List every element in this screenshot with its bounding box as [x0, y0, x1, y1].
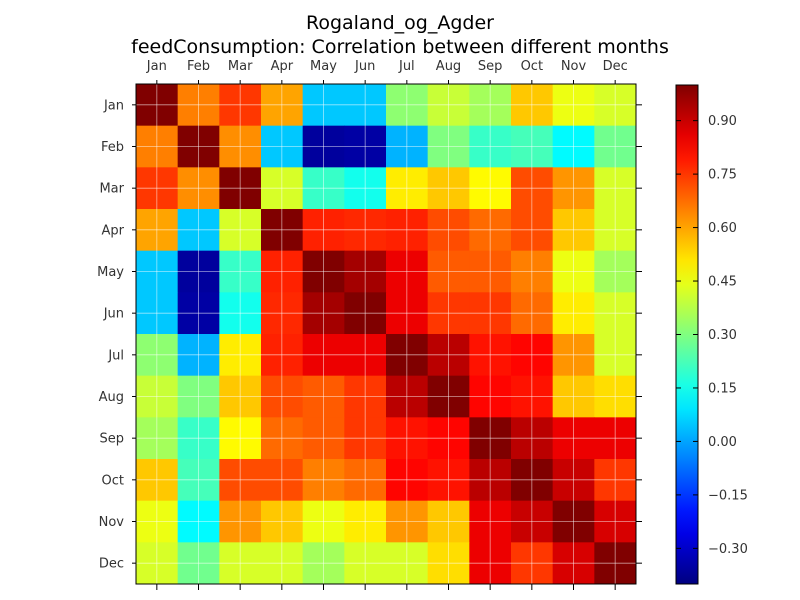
- y-tick-label: Oct: [102, 473, 124, 488]
- colorbar-tick-label: 0.75: [708, 168, 737, 183]
- x-tick-label: Jul: [398, 59, 415, 74]
- x-tick-label: Apr: [271, 59, 294, 74]
- x-tick-label: May: [310, 59, 337, 74]
- plot-frame: [135, 83, 637, 585]
- y-tick-label: Feb: [101, 140, 124, 155]
- colorbar-tick-label: 0.00: [708, 435, 737, 450]
- y-tick-label: Jun: [103, 307, 124, 322]
- y-tick-label: Jul: [107, 348, 124, 363]
- y-tick-label: Nov: [99, 515, 125, 530]
- x-tick-label: Jun: [354, 59, 375, 74]
- grid-lines: [136, 84, 636, 584]
- colorbar-tick-label: 0.90: [708, 114, 737, 129]
- x-tick-label: Jan: [146, 59, 167, 74]
- x-tick-label: Nov: [561, 59, 587, 74]
- x-tick-label: Oct: [521, 59, 543, 74]
- axes: Jan Feb Mar Apr May Jun Jul Aug Sep Oct Nov Dec Jan F…: [97, 59, 642, 590]
- y-tick-label: Jan: [103, 98, 124, 113]
- x-tick-label: Sep: [478, 59, 503, 74]
- x-tick-label: Dec: [603, 59, 628, 74]
- colorbar-tick-label: −0.30: [708, 542, 748, 557]
- colorbar: 0.90 0.75 0.60 0.45 0.30 0.15 0.00 −0.15 −0.30: [675, 84, 748, 585]
- colorbar-tick-label: 0.60: [708, 221, 737, 236]
- y-tick-label: May: [97, 265, 124, 280]
- heatmap-cells: [136, 84, 637, 585]
- colorbar-tick-label: 0.15: [708, 381, 737, 396]
- x-tick-label: Mar: [228, 59, 253, 74]
- y-tick-label: Dec: [99, 557, 124, 572]
- y-tick-label: Apr: [102, 223, 125, 238]
- chart-subtitle: feedConsumption: Correlation between dif…: [131, 36, 669, 58]
- colorbar-tick-label: 0.30: [708, 328, 737, 343]
- y-tick-label: Mar: [99, 182, 124, 197]
- y-tick-label: Sep: [99, 432, 124, 447]
- y-tick-label: Aug: [99, 390, 124, 405]
- x-tick-label: Feb: [187, 59, 210, 74]
- colorbar-tick-label: 0.45: [708, 275, 737, 290]
- x-tick-label: Aug: [436, 59, 461, 74]
- colorbar-tick-label: −0.15: [708, 488, 748, 503]
- chart-title: Rogaland_og_Agder: [305, 12, 494, 34]
